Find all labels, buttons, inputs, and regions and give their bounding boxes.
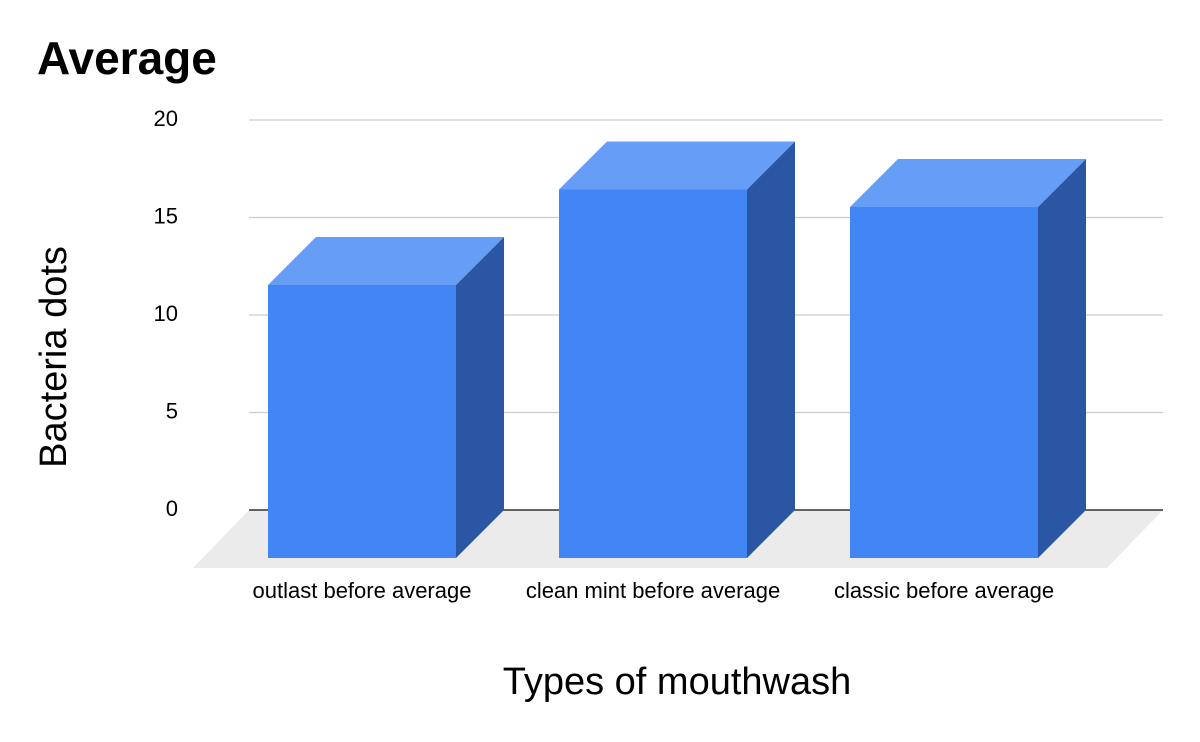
bar-side <box>1038 159 1086 558</box>
bar-top <box>559 141 795 190</box>
bar-front <box>268 285 456 558</box>
x-tick-label: outlast before average <box>253 578 472 603</box>
x-tick-label: classic before average <box>834 578 1054 603</box>
y-axis-title: Bacteria dots <box>33 246 75 468</box>
bar-side <box>456 237 504 558</box>
bar-side <box>747 141 795 558</box>
bar-top <box>268 237 504 285</box>
y-tick-label: 20 <box>154 106 178 131</box>
bar-front <box>559 189 747 558</box>
y-tick-label: 0 <box>166 496 178 521</box>
y-tick-label: 5 <box>166 398 178 423</box>
y-tick-label: 15 <box>154 203 178 228</box>
x-tick-label: clean mint before average <box>526 578 780 603</box>
bar-front <box>850 207 1038 558</box>
bar-top <box>850 159 1086 207</box>
chart-title: Average <box>37 32 217 84</box>
y-tick-label: 10 <box>154 301 178 326</box>
x-axis-title: Types of mouthwash <box>503 661 852 703</box>
